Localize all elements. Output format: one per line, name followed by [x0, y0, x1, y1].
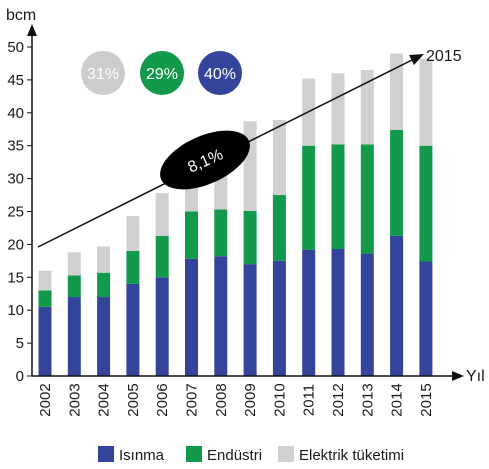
- bar-segment: [67, 297, 81, 376]
- y-tick-label: 0: [16, 368, 24, 385]
- bar-segment: [155, 193, 169, 236]
- bar-segment: [360, 70, 374, 145]
- bar-segment: [67, 252, 81, 276]
- bar-segment: [302, 249, 316, 376]
- legend: Isınma Endüstri Elektrik tüketimi: [98, 446, 404, 464]
- x-tick-label: 2015: [418, 383, 435, 416]
- bar-segment: [272, 120, 286, 196]
- share-badges: 31% 29% 40%: [81, 51, 242, 95]
- y-tick-label: 35: [7, 138, 24, 155]
- trend-end-label: 2015: [426, 48, 462, 65]
- bar-segment: [214, 256, 228, 376]
- legend-swatch: [98, 446, 114, 462]
- bar-segment: [243, 210, 257, 265]
- bar-segment: [390, 53, 404, 130]
- bar-segment: [38, 306, 52, 376]
- bar-segment: [97, 272, 111, 298]
- x-tick-label: 2008: [213, 383, 230, 416]
- y-axis-arrow-icon: [27, 24, 37, 36]
- x-tick-label: 2010: [271, 383, 288, 416]
- bar-segment: [331, 144, 345, 250]
- y-tick-label: 40: [7, 105, 24, 122]
- bar-segment: [126, 250, 140, 284]
- bar-segment: [390, 235, 404, 376]
- share-badge-label: 40%: [204, 66, 236, 83]
- bar-segment: [272, 195, 286, 261]
- y-tick-label: 10: [7, 302, 24, 319]
- y-axis-title: bcm: [6, 7, 36, 24]
- bar-segment: [243, 264, 257, 376]
- bar-segment: [126, 283, 140, 376]
- x-axis-arrow-icon: [452, 371, 464, 381]
- x-tick-label: 2006: [154, 383, 171, 416]
- y-tick-label: 5: [16, 335, 24, 352]
- bars-layer: [38, 53, 433, 376]
- bar-segment: [390, 129, 404, 236]
- bar-segment: [243, 121, 257, 211]
- y-tick-label: 15: [7, 269, 24, 286]
- trend-label-ellipse: [160, 130, 250, 190]
- y-tick-label: 50: [7, 39, 24, 56]
- bar-segment: [155, 277, 169, 376]
- axes: bcm Yıl: [6, 7, 485, 385]
- bar-segment: [155, 235, 169, 278]
- share-badge-label: 29%: [146, 66, 178, 83]
- y-tick-label: 25: [7, 204, 24, 221]
- x-tick-label: 2009: [242, 383, 259, 416]
- legend-swatch: [278, 446, 294, 462]
- bar-segment: [302, 145, 316, 250]
- legend-swatch: [186, 446, 202, 462]
- trend-group: 2015 8,1%: [37, 48, 462, 248]
- share-badge: [81, 51, 125, 95]
- x-axis-title: Yıl: [466, 368, 485, 385]
- x-tick-label: 2012: [330, 383, 347, 416]
- share-badge: [198, 51, 242, 95]
- bar-segment: [185, 258, 198, 376]
- bar-segment: [419, 261, 433, 376]
- y-tick-label: 45: [7, 72, 24, 89]
- x-tick-label: 2005: [125, 383, 142, 416]
- bar-segment: [331, 249, 345, 376]
- bar-segment: [67, 275, 81, 298]
- y-tick-label: 30: [7, 171, 24, 188]
- share-badge: [140, 51, 184, 95]
- bar-segment: [97, 246, 111, 273]
- bar-segment: [419, 58, 433, 146]
- bar-segment: [214, 209, 228, 257]
- x-tick-label: 2014: [389, 383, 406, 416]
- bar-segment: [38, 270, 52, 291]
- legend-label: Endüstri: [207, 447, 262, 464]
- x-tick-labels: 2002 2003 2004 2005 2006 2007 2008 2009 2010 2011…: [37, 383, 435, 416]
- x-tick-label: 2002: [37, 383, 54, 416]
- share-badge-label: 31%: [87, 66, 119, 83]
- x-tick-label: 2003: [66, 383, 83, 416]
- bar-segment: [38, 290, 52, 307]
- bar-segment: [360, 253, 374, 376]
- y-tick-labels: 0 5 10 15 20 25 30 35 40 45 50: [7, 39, 32, 385]
- bar-segment: [331, 73, 345, 145]
- x-tick-label: 2011: [301, 384, 318, 416]
- legend-label: Elektrik tüketimi: [299, 447, 404, 464]
- bar-segment: [272, 260, 286, 376]
- bar-segment: [126, 216, 140, 251]
- x-tick-label: 2004: [96, 383, 113, 416]
- bar-segment: [360, 144, 374, 254]
- trend-arrow-icon: [409, 54, 424, 65]
- legend-label: Isınma: [119, 447, 165, 464]
- x-tick-label: 2013: [359, 383, 376, 416]
- bar-segment: [185, 211, 198, 259]
- y-tick-label: 20: [7, 236, 24, 253]
- x-tick-label: 2007: [184, 383, 201, 416]
- bar-segment: [97, 297, 111, 376]
- bar-segment: [419, 145, 433, 262]
